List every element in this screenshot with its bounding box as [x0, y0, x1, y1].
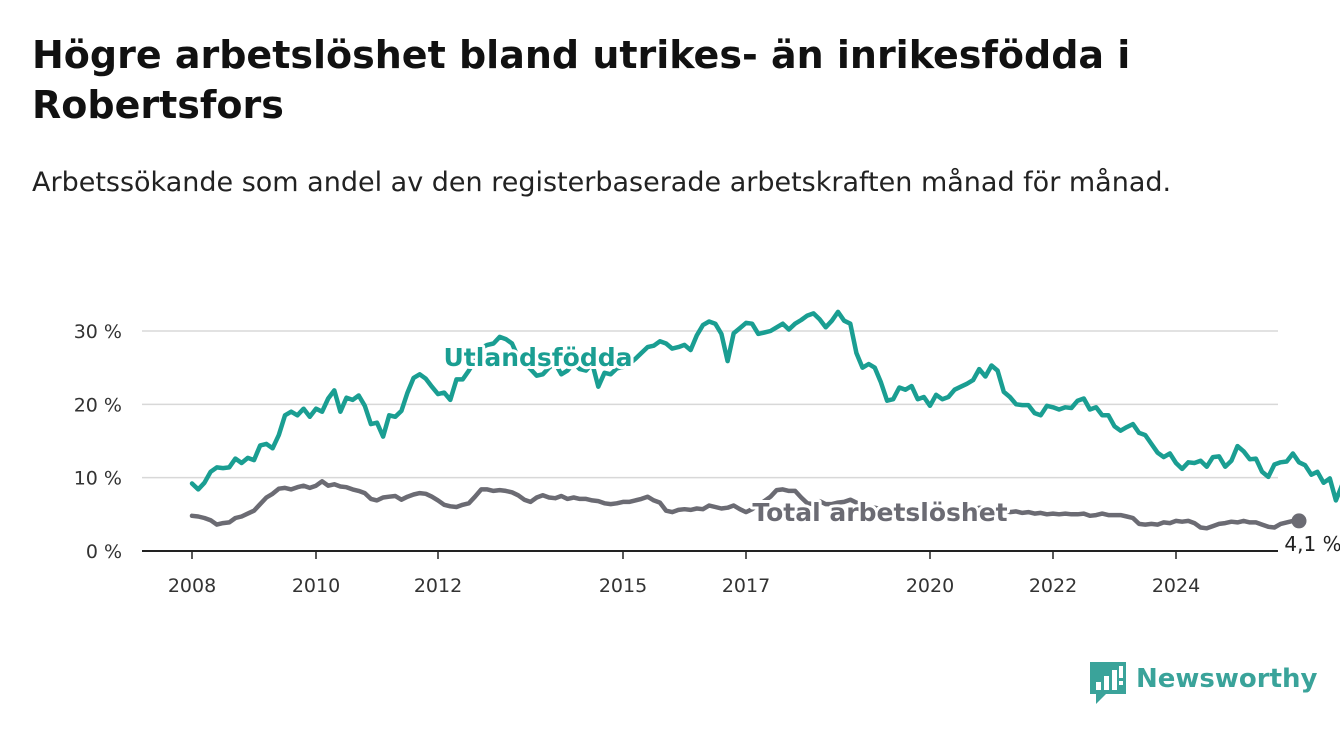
series-end-marker — [1291, 513, 1307, 529]
newsworthy-logo: Newsworthy — [1088, 660, 1318, 706]
series-labels: Utlandsfödda11,1 %Total arbetslöshet4,1 … — [441, 340, 1340, 558]
series-line — [189, 309, 1340, 503]
x-axis: 2008 2010 2012 2015 2017 2020 2022 2024 — [168, 551, 1200, 597]
x-tick-label: 2024 — [1152, 575, 1200, 597]
grid-lines — [142, 330, 1278, 552]
y-tick-label: 30 % — [74, 321, 122, 343]
x-tick-label: 2015 — [599, 575, 647, 597]
chart-subtitle: Arbetssökande som andel av den registerb… — [32, 167, 1172, 198]
y-tick-label: 20 % — [74, 394, 122, 416]
series-name-label: Total arbetslöshet — [752, 498, 1007, 527]
brand-name: Newsworthy — [1136, 664, 1318, 694]
series-name-label: Utlandsfödda — [444, 343, 633, 372]
x-tick-label: 2012 — [414, 575, 462, 597]
series-end-value-label: 4,1 % — [1284, 532, 1340, 556]
series-lines — [189, 309, 1340, 531]
y-tick-label: 10 % — [74, 468, 122, 490]
bar-chart-speech-bubble-icon — [1090, 662, 1126, 704]
x-tick-label: 2017 — [722, 575, 770, 597]
x-tick-label: 2020 — [906, 575, 954, 597]
x-tick-label: 2010 — [292, 575, 340, 597]
x-tick-label: 2008 — [168, 575, 216, 597]
series-line — [189, 479, 1302, 531]
y-tick-label: 0 % — [86, 541, 122, 563]
chart-title: Högre arbetslöshet bland utrikes- än inr… — [32, 33, 1131, 127]
y-axis: 0 % 10 % 20 % 30 % — [74, 321, 122, 563]
x-tick-label: 2022 — [1029, 575, 1077, 597]
